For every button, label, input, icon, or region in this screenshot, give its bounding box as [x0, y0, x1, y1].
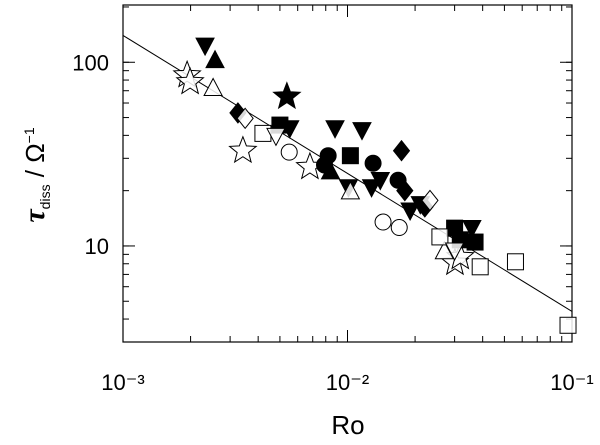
- x-tick-label: 10⁻³: [101, 370, 144, 395]
- point: [228, 135, 258, 164]
- point: [390, 219, 408, 237]
- point: [444, 242, 465, 262]
- y-tick-label: 10: [85, 234, 109, 259]
- point: [195, 37, 215, 57]
- y-title-mid: / Ω: [20, 143, 50, 184]
- point: [364, 154, 382, 172]
- point: [325, 120, 345, 139]
- point: [431, 228, 449, 246]
- point: [205, 49, 225, 69]
- x-tick-label: 10⁻²: [326, 370, 369, 395]
- point: [421, 189, 439, 212]
- point: [272, 81, 302, 110]
- y-title-symbol: τ: [18, 208, 51, 223]
- point: [203, 77, 223, 96]
- y-tick-label: 100: [72, 50, 109, 75]
- point: [352, 122, 372, 141]
- point: [361, 179, 382, 198]
- point: [396, 179, 414, 202]
- point: [280, 143, 298, 161]
- y-title-sub: diss: [37, 184, 53, 209]
- point: [266, 127, 286, 147]
- point: [506, 253, 524, 271]
- point: [392, 139, 411, 162]
- point: [400, 202, 420, 222]
- point: [462, 220, 482, 239]
- point: [341, 147, 359, 165]
- point: [434, 240, 455, 260]
- point: [254, 124, 272, 142]
- point: [466, 233, 484, 251]
- point: [370, 172, 391, 191]
- point: [175, 66, 205, 95]
- y-axis-title: τdiss / Ω−1: [18, 127, 53, 223]
- point: [374, 213, 392, 231]
- point: [340, 180, 361, 200]
- point: [471, 258, 489, 276]
- point: [316, 156, 334, 174]
- plot-frame: [122, 4, 573, 343]
- point: [559, 316, 577, 334]
- x-tick-label: 10⁻¹: [550, 370, 593, 395]
- x-axis-title: Ro: [331, 410, 364, 440]
- y-title-sup: −1: [21, 127, 37, 143]
- point: [236, 107, 254, 130]
